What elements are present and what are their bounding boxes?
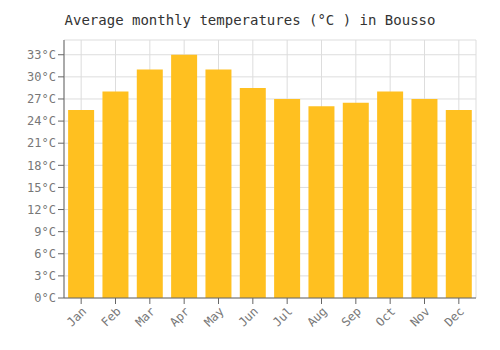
svg-text:Jan: Jan [64, 304, 89, 329]
svg-text:Jul: Jul [270, 304, 295, 329]
svg-text:Jun: Jun [236, 304, 261, 329]
svg-text:27°C: 27°C [27, 92, 56, 106]
svg-text:12°C: 12°C [27, 203, 56, 217]
svg-text:Nov: Nov [407, 304, 432, 329]
svg-text:May: May [201, 304, 226, 329]
svg-text:6°C: 6°C [34, 247, 56, 261]
svg-text:9°C: 9°C [34, 225, 56, 239]
html-text:Average monthly temperatures (: Average monthly temperatures (°C ) in Bo… [64, 12, 436, 28]
svg-text:Feb: Feb [98, 304, 123, 329]
svg-text:30°C: 30°C [27, 70, 56, 84]
svg-text:Dec: Dec [442, 304, 467, 329]
svg-text:Apr: Apr [167, 304, 192, 329]
svg-text:15°C: 15°C [27, 181, 56, 195]
svg-text:Mar: Mar [133, 304, 158, 329]
svg-text:Sep: Sep [339, 304, 364, 329]
svg-text:0°C: 0°C [34, 291, 56, 305]
svg-text:21°C: 21°C [27, 136, 56, 150]
svg-text:Oct: Oct [373, 304, 398, 329]
svg-text:18°C: 18°C [27, 159, 56, 173]
svg-text:33°C: 33°C [27, 48, 56, 62]
svg-text:3°C: 3°C [34, 269, 56, 283]
svg-text:24°C: 24°C [27, 114, 56, 128]
svg-text:Aug: Aug [304, 304, 329, 329]
